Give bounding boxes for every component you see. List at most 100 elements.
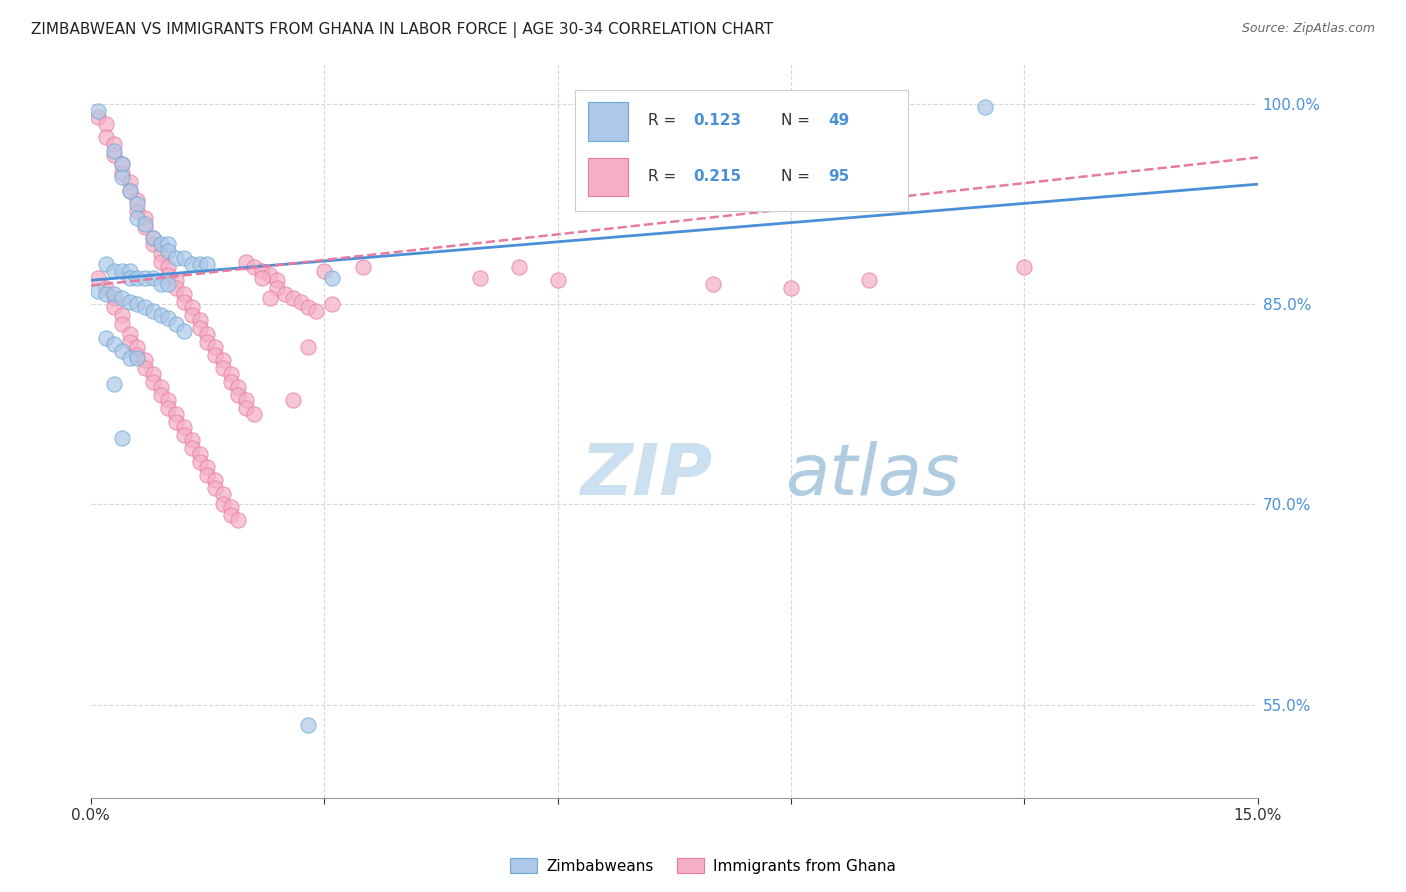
Point: [212, 487, 235, 501]
Point: [212, 361, 235, 376]
Point: [87, 111, 110, 125]
Point: [974, 100, 997, 114]
Point: [142, 230, 165, 244]
Point: [266, 281, 288, 295]
Point: [219, 508, 242, 523]
Point: [87, 270, 110, 285]
Point: [180, 257, 202, 271]
Point: [157, 237, 180, 252]
Point: [142, 367, 165, 381]
Point: [149, 380, 172, 394]
Point: [142, 237, 165, 252]
Point: [96, 117, 118, 131]
Point: [219, 375, 242, 389]
Point: [259, 268, 281, 282]
Point: [165, 415, 187, 429]
Point: [118, 184, 141, 198]
Point: [188, 455, 211, 469]
Point: [127, 203, 149, 218]
Text: ZIMBABWEAN VS IMMIGRANTS FROM GHANA IN LABOR FORCE | AGE 30-34 CORRELATION CHART: ZIMBABWEAN VS IMMIGRANTS FROM GHANA IN L…: [31, 22, 773, 38]
Point: [134, 211, 156, 225]
Point: [297, 717, 319, 731]
Point: [321, 297, 343, 311]
Point: [297, 340, 319, 354]
Point: [204, 482, 226, 496]
Point: [149, 308, 172, 322]
Point: [235, 393, 257, 408]
Point: [165, 273, 187, 287]
Point: [195, 468, 218, 483]
Point: [180, 300, 202, 314]
Point: [103, 148, 125, 162]
Point: [180, 442, 202, 456]
Point: [195, 460, 218, 475]
Point: [103, 144, 125, 158]
Point: [127, 211, 149, 225]
Point: [228, 388, 250, 402]
Legend: Zimbabweans, Immigrants from Ghana: Zimbabweans, Immigrants from Ghana: [503, 852, 903, 880]
Point: [180, 308, 202, 322]
Point: [274, 286, 297, 301]
Point: [103, 300, 125, 314]
Point: [212, 353, 235, 368]
Point: [118, 184, 141, 198]
Point: [165, 281, 187, 295]
Point: [235, 401, 257, 416]
Point: [127, 193, 149, 207]
Point: [305, 304, 328, 318]
Point: [195, 257, 218, 271]
Point: [212, 498, 235, 512]
Point: [134, 300, 156, 314]
Point: [204, 474, 226, 488]
Point: [111, 264, 134, 278]
Point: [1014, 260, 1036, 274]
Point: [111, 291, 134, 305]
Point: [142, 230, 165, 244]
Point: [180, 434, 202, 448]
Point: [87, 103, 110, 118]
Point: [312, 264, 335, 278]
Point: [157, 244, 180, 258]
Point: [165, 318, 187, 332]
Point: [250, 264, 273, 278]
Point: [118, 174, 141, 188]
Point: [103, 264, 125, 278]
Point: [188, 313, 211, 327]
Point: [96, 286, 118, 301]
Point: [228, 380, 250, 394]
Point: [157, 310, 180, 325]
Point: [173, 294, 195, 309]
Point: [195, 326, 218, 341]
Point: [195, 334, 218, 349]
Point: [134, 353, 156, 368]
Point: [149, 388, 172, 402]
Point: [157, 393, 180, 408]
Point: [127, 270, 149, 285]
Point: [111, 166, 134, 180]
Point: [173, 420, 195, 434]
Point: [111, 431, 134, 445]
Point: [281, 291, 304, 305]
Point: [134, 270, 156, 285]
Point: [508, 260, 530, 274]
Point: [127, 197, 149, 211]
Point: [290, 294, 312, 309]
Point: [235, 254, 257, 268]
Point: [111, 318, 134, 332]
Point: [165, 251, 187, 265]
Point: [118, 264, 141, 278]
Point: [204, 348, 226, 362]
Point: [103, 291, 125, 305]
Point: [173, 428, 195, 442]
Point: [243, 407, 266, 421]
Point: [134, 217, 156, 231]
Point: [281, 393, 304, 408]
Point: [111, 170, 134, 185]
Point: [219, 500, 242, 515]
Point: [228, 513, 250, 527]
Point: [96, 331, 118, 345]
Point: [118, 270, 141, 285]
Point: [118, 294, 141, 309]
Point: [142, 375, 165, 389]
Point: [173, 251, 195, 265]
